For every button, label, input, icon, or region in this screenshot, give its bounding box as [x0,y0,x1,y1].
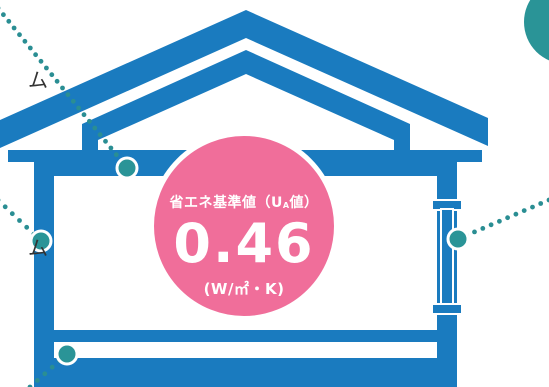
leader-dot [513,211,519,217]
left-wall [34,150,54,387]
leader-dot [54,78,60,84]
marker-floor [55,342,79,366]
leader-dot [87,118,92,124]
leader-dot [505,215,510,221]
floor-lower [34,358,457,387]
leader-dot [538,201,544,206]
ua-value-badge: 省エネ基準値（UA値） 0.46 (W/㎡・K) [149,131,339,321]
leader-dot [108,145,114,151]
left-label-middle: ム [28,236,48,260]
leader-dot [22,38,28,44]
leader-dot [97,132,103,138]
leader-dot [472,229,477,235]
marker-window [446,227,470,251]
leader-dot [27,45,33,51]
left-label-top: ム [28,68,48,92]
attic-frame [82,50,410,150]
leader-dot [27,384,33,387]
leader-dot [60,85,65,91]
window [431,199,463,315]
leader-dot [49,72,55,78]
leader-dot [17,218,22,223]
leader-dot [488,222,494,228]
leader-lines [0,6,549,387]
leader-dot [6,18,12,24]
corner-circle [524,0,549,61]
marker-wall-left [29,229,53,253]
leader-dot [35,378,40,383]
leader-dot [33,52,38,58]
badge-value: 0.46 [173,212,315,275]
leader-dot [42,371,48,377]
leader-dot [530,204,535,210]
marker-ceiling [115,156,139,180]
leader-dot [49,364,55,370]
leader-dot [546,197,549,203]
leader-dot [44,65,49,71]
leader-dot [11,25,17,31]
leader-dot [113,152,119,158]
floor-upper [34,330,457,342]
badge-unit: (W/㎡・K) [203,280,285,298]
leader-dot [497,218,502,224]
leader-dot [1,12,6,18]
roof [0,10,488,148]
leader-dot [92,125,98,131]
leader-dot [70,98,76,104]
leader-dot [76,105,81,111]
leader-dot [9,211,15,217]
leader-dot [17,32,22,38]
badge-label: 省エネ基準値（UA値） [169,195,319,211]
leader-dot [480,226,486,231]
leader-dot [38,58,44,64]
leader-dot [103,138,108,144]
leader-dot [2,204,8,210]
leader-dot [24,224,30,230]
leader-dot [81,112,87,118]
leader-dot [521,208,527,214]
leader-dot [65,92,71,98]
